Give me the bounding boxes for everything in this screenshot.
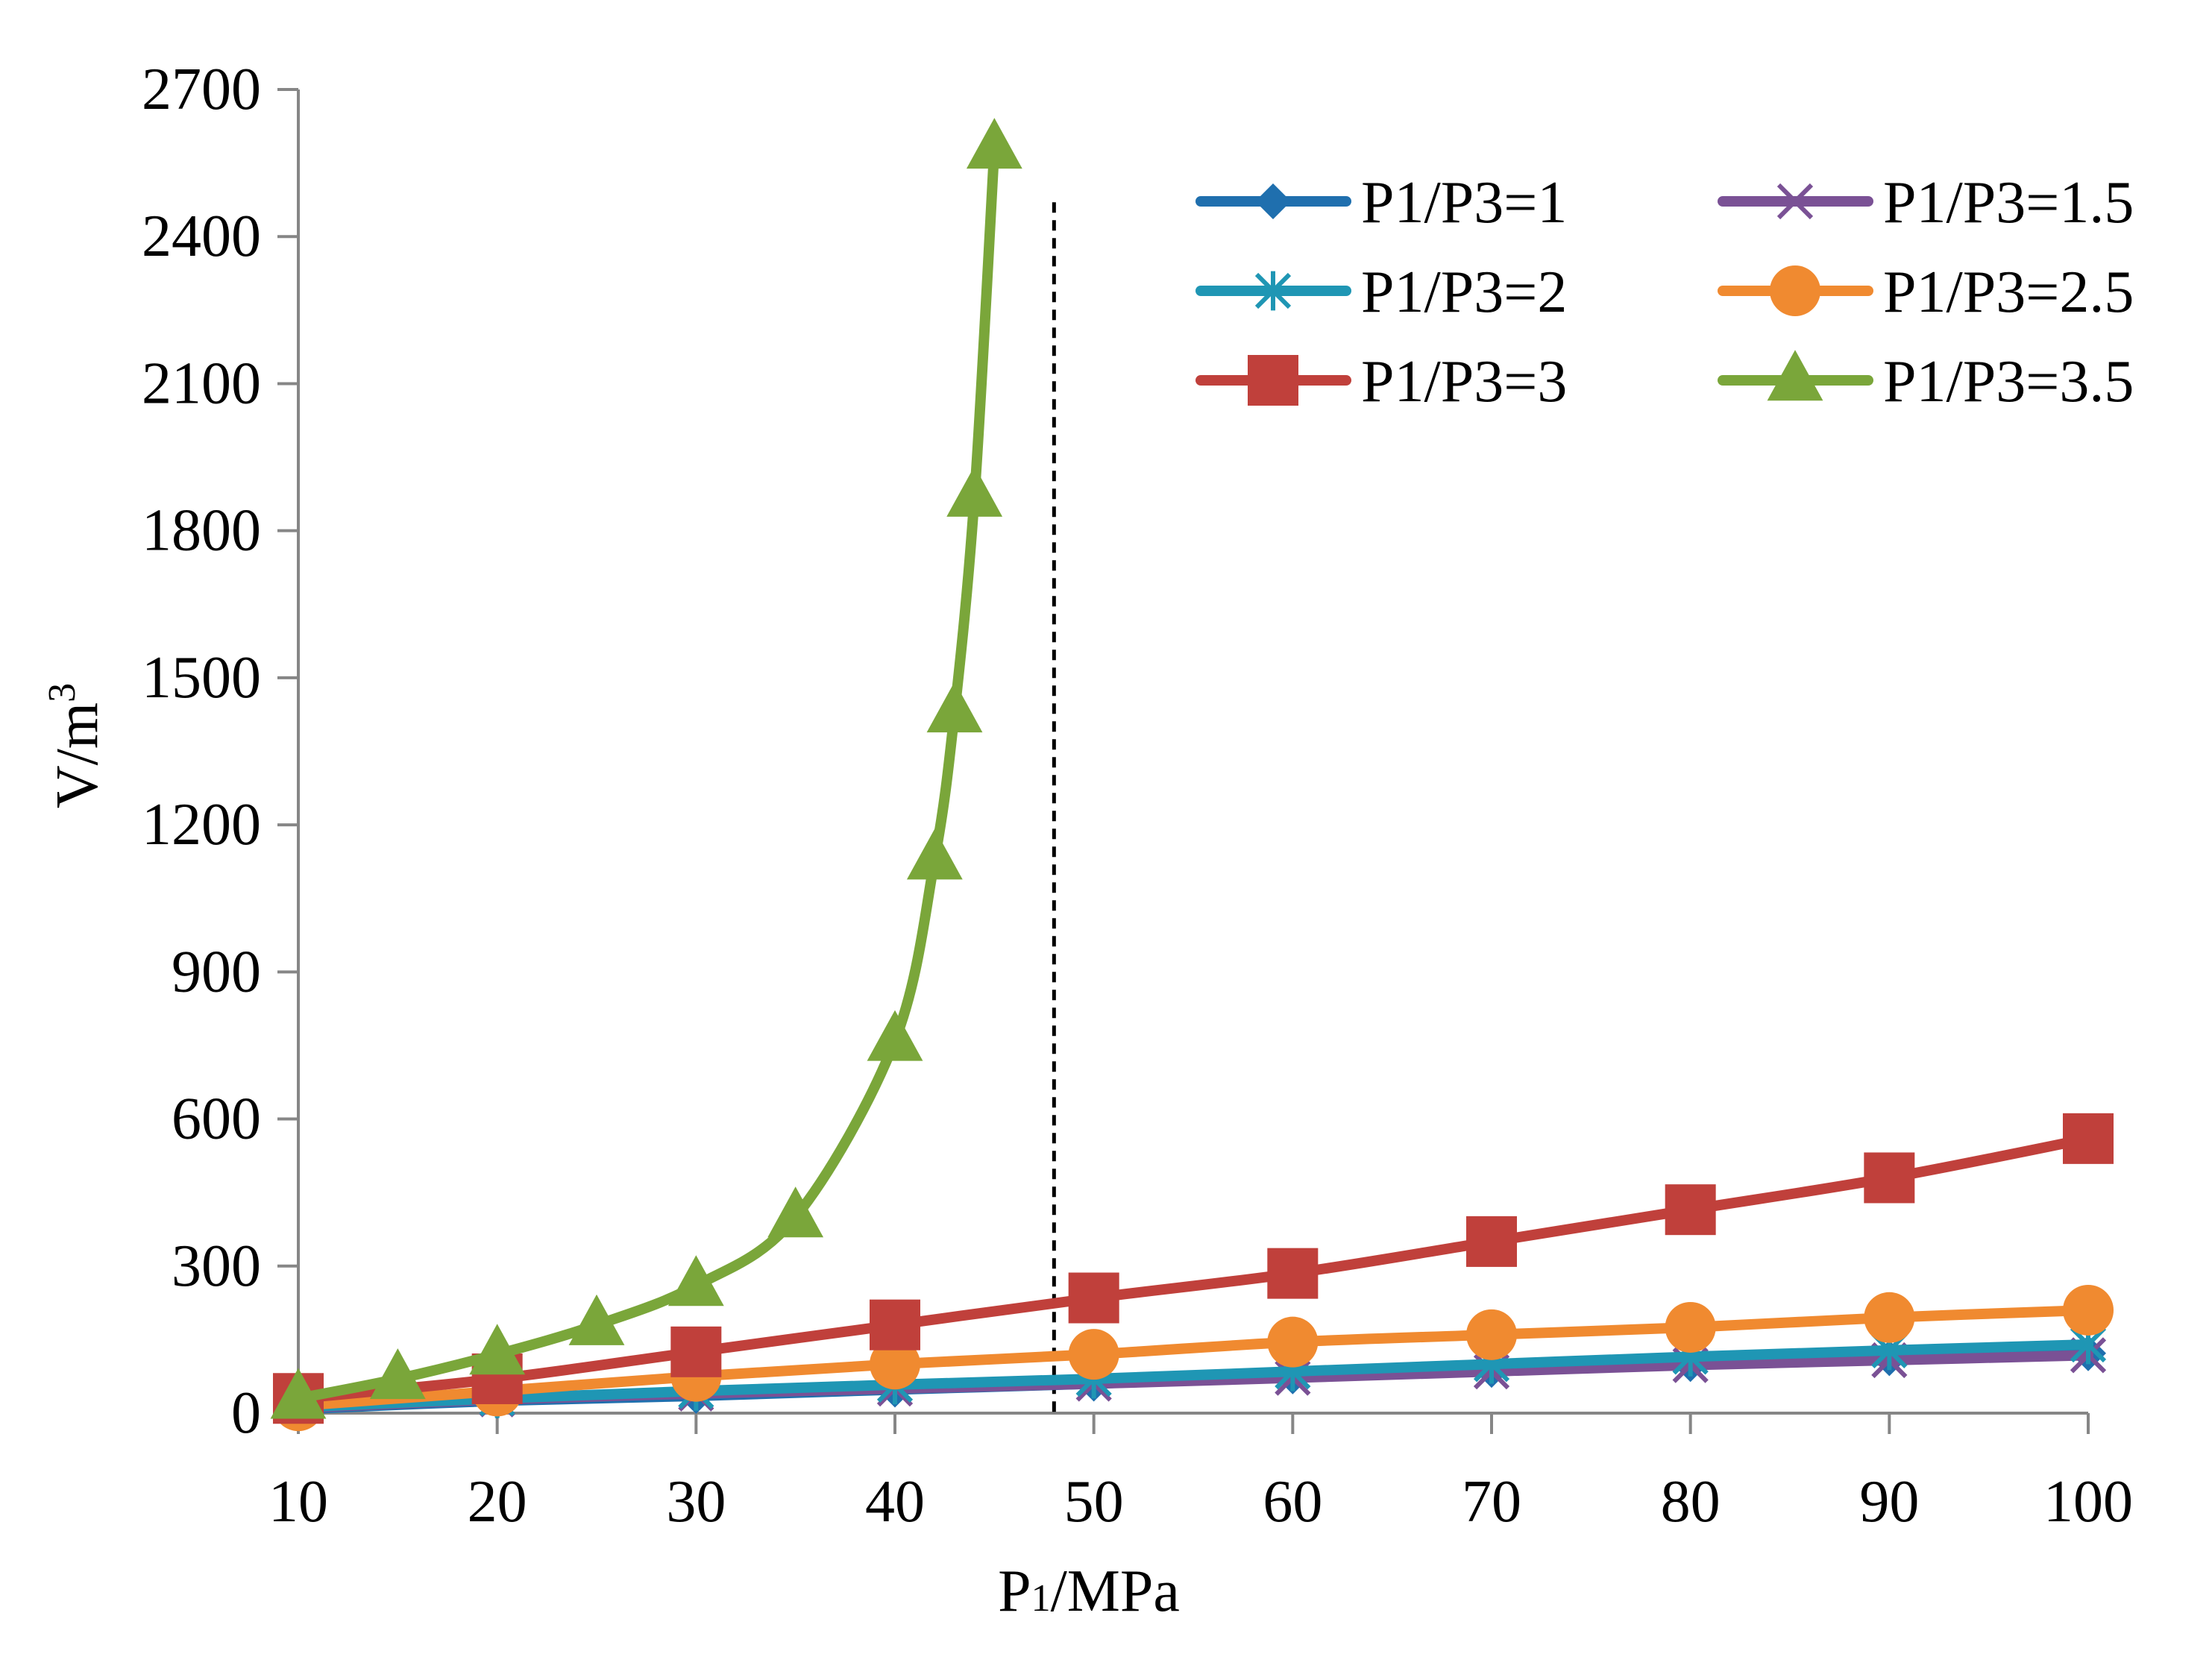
data-point	[946, 465, 1003, 517]
data-point	[1267, 1248, 1319, 1299]
legend-item: P1/P3=3	[1195, 349, 1567, 415]
y-axis-title-main: V/m	[45, 702, 110, 808]
x-tick-label: 80	[1661, 1469, 1721, 1535]
legend-label: P1/P3=2	[1361, 260, 1567, 325]
x-axis-title-rest: /MPa	[1051, 1559, 1180, 1624]
legend-label: P1/P3=3	[1361, 349, 1567, 415]
data-point	[926, 682, 983, 733]
data-point	[767, 1186, 824, 1238]
x-tick-label: 70	[1462, 1469, 1521, 1535]
data-point	[867, 1010, 923, 1061]
y-tick-label: 0	[231, 1380, 261, 1446]
y-tick-label: 2400	[142, 204, 261, 269]
legend-label: P1/P3=1.5	[1883, 170, 2134, 236]
legend: P1/P3=1 P1/P3=1.5 P1/P3=2 P1/P3=2.5 P1/P3=3 P…	[1195, 170, 2134, 415]
data-point	[469, 1324, 526, 1375]
data-point	[670, 1326, 722, 1377]
data-point	[870, 1339, 920, 1390]
data-point	[667, 1255, 724, 1306]
data-point	[2063, 1284, 2114, 1336]
y-tick-label: 300	[172, 1233, 261, 1299]
data-point	[270, 1368, 327, 1419]
y-axis-title: V/m3	[41, 683, 110, 808]
legend-marker	[1255, 183, 1291, 219]
legend-marker	[1767, 350, 1823, 401]
data-point	[870, 1299, 920, 1350]
x-tick-label: 100	[2043, 1469, 2133, 1535]
data-point	[1466, 1216, 1517, 1267]
axes-layer: 0 300 600 900 1200 1500 1800 2100 2400 2700 10 20 30…	[142, 57, 2133, 1535]
series-4	[273, 1113, 2114, 1424]
data-point	[966, 118, 1022, 169]
data-point	[369, 1348, 426, 1400]
data-point	[1068, 1329, 1119, 1380]
data-point	[1864, 1152, 1915, 1204]
legend-marker	[1776, 183, 1814, 220]
x-axis-title-sub: 1	[1031, 1577, 1051, 1620]
series-line	[293, 1339, 2093, 1413]
x-tick-label: 50	[1064, 1469, 1124, 1535]
series-line	[293, 142, 1000, 1404]
data-point	[1665, 1184, 1716, 1236]
y-tick-label: 600	[172, 1087, 261, 1152]
series-layer	[270, 118, 2114, 1432]
legend-item: P1/P3=1.5	[1718, 170, 2134, 236]
x-tick-label: 20	[468, 1469, 527, 1535]
x-axis-title: P1/MPa	[998, 1559, 1180, 1624]
x-axis-title-main: P	[998, 1559, 1031, 1624]
y-tick-label: 2700	[142, 57, 261, 122]
legend-item: P1/P3=2.5	[1718, 260, 2134, 325]
y-tick-label: 900	[172, 939, 261, 1004]
y-tick-label: 1500	[142, 645, 261, 711]
data-point	[1665, 1301, 1716, 1353]
x-tick-label: 30	[666, 1469, 726, 1535]
series-line	[293, 1133, 2093, 1404]
x-tick-label: 10	[268, 1469, 328, 1535]
legend-marker	[1254, 271, 1292, 311]
legend-marker	[1770, 265, 1820, 316]
legend-item: P1/P3=1	[1195, 170, 1567, 236]
y-tick-label: 1200	[142, 792, 261, 858]
y-axis-title-sup: 3	[41, 683, 84, 702]
data-point	[1864, 1292, 1915, 1343]
legend-label: P1/P3=2.5	[1883, 260, 2134, 325]
series-5	[270, 118, 1022, 1419]
x-tick-label: 60	[1263, 1469, 1322, 1535]
series-line	[293, 1304, 2093, 1412]
y-tick-label: 2100	[142, 350, 261, 416]
data-point	[1267, 1316, 1319, 1368]
data-point	[1466, 1309, 1517, 1360]
legend-item: P1/P3=2	[1195, 260, 1567, 325]
legend-label: P1/P3=1	[1361, 170, 1567, 236]
y-tick-label: 1800	[142, 498, 261, 564]
x-tick-label: 90	[1859, 1469, 1919, 1535]
x-tick-label: 40	[865, 1469, 925, 1535]
legend-marker	[1248, 355, 1298, 406]
data-point	[906, 828, 963, 880]
data-point	[2063, 1113, 2114, 1164]
data-point	[568, 1294, 625, 1345]
legend-item: P1/P3=3.5	[1718, 349, 2134, 415]
data-point	[1068, 1272, 1119, 1324]
legend-label: P1/P3=3.5	[1883, 349, 2134, 415]
